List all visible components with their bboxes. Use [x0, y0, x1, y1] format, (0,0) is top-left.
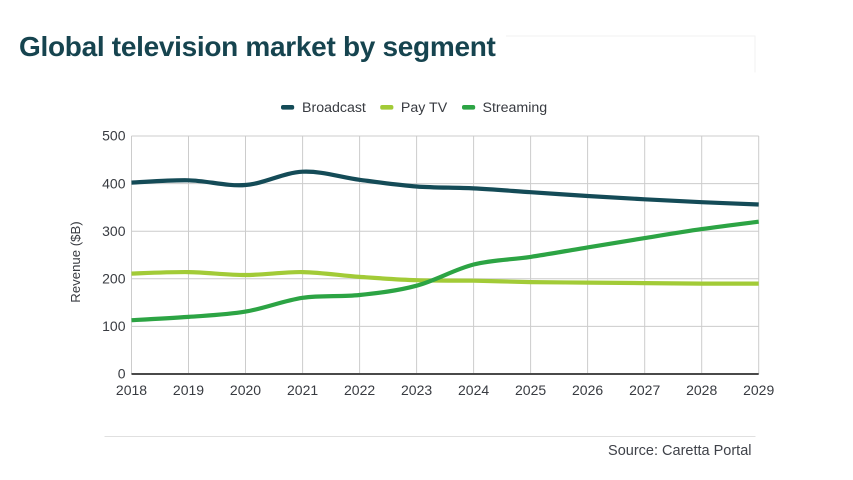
- svg-text:2018: 2018: [116, 382, 147, 398]
- svg-text:100: 100: [102, 318, 126, 334]
- svg-text:2019: 2019: [173, 382, 204, 398]
- svg-text:2023: 2023: [401, 382, 432, 398]
- svg-text:2020: 2020: [230, 382, 261, 398]
- svg-text:500: 500: [102, 128, 126, 144]
- svg-text:2028: 2028: [686, 382, 717, 398]
- svg-text:2029: 2029: [743, 382, 774, 398]
- svg-text:200: 200: [102, 271, 126, 287]
- svg-text:Broadcast: Broadcast: [302, 100, 366, 116]
- svg-text:2024: 2024: [458, 382, 489, 398]
- svg-text:2025: 2025: [515, 382, 546, 398]
- svg-text:0: 0: [118, 366, 126, 382]
- svg-text:2027: 2027: [629, 382, 660, 398]
- svg-text:Streaming: Streaming: [483, 100, 548, 116]
- svg-text:Revenue ($B): Revenue ($B): [68, 221, 83, 302]
- svg-text:Global television market by se: Global television market by segment: [19, 31, 496, 62]
- svg-text:2022: 2022: [344, 382, 375, 398]
- svg-text:Source: Caretta Portal: Source: Caretta Portal: [608, 443, 751, 459]
- svg-text:300: 300: [102, 223, 126, 239]
- svg-text:2026: 2026: [572, 382, 603, 398]
- svg-text:2021: 2021: [287, 382, 318, 398]
- svg-text:Pay TV: Pay TV: [401, 100, 448, 116]
- svg-text:400: 400: [102, 175, 126, 191]
